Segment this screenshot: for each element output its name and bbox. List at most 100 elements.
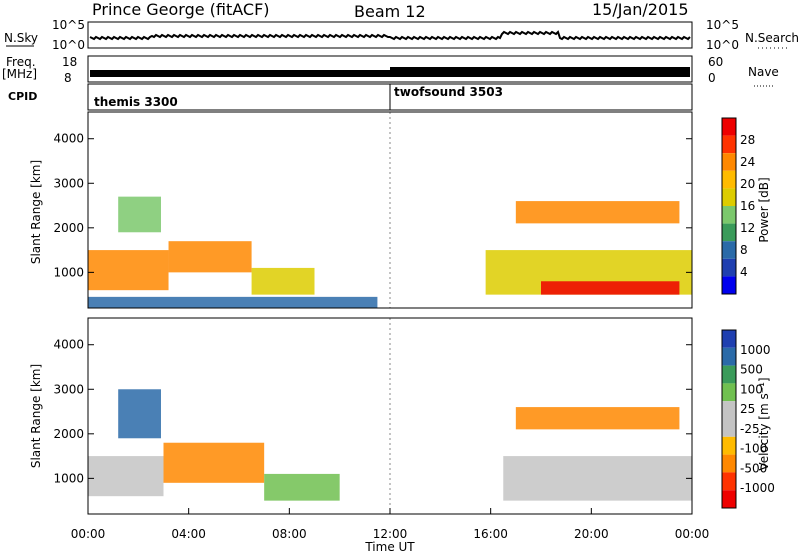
freq-unit-label: [MHz]: [2, 67, 37, 81]
velocity-colorbar-swatch: [722, 419, 736, 437]
velocity-regions: [88, 318, 692, 514]
xtick-label: 20:00: [574, 527, 609, 541]
power-colorbar-label: Power [dB]: [757, 177, 771, 242]
velocity-colorbar-swatch: [722, 365, 736, 384]
velocity-panel: 1000 2000 3000 4000 Slant Range [km]: [29, 317, 693, 515]
velocity-colorbar-swatch: [722, 436, 736, 455]
nsky-label: N.Sky: [4, 31, 38, 45]
power-colorbar-tick-label: 28: [740, 133, 755, 147]
xtick-label: 04:00: [171, 527, 206, 541]
time-axis-ticks: 00:00 04:00 08:00 12:00 16:00 20:00 00:00: [71, 508, 710, 541]
velocity-colorbar-swatch: [722, 401, 736, 419]
xtick-label: 08:00: [272, 527, 307, 541]
freq-frame: [87, 55, 693, 83]
velocity-colorbar-swatch: [722, 383, 736, 402]
xtick-label: 16:00: [473, 527, 508, 541]
cpid-label: CPID: [8, 90, 37, 103]
velocity-y-axis-label: Slant Range [km]: [29, 364, 43, 468]
velocity-colorbar-swatch: [722, 347, 736, 366]
power-colorbar-swatch: [722, 188, 736, 206]
velocity-colorbar-label: Velocity [m s⁻¹]: [757, 377, 771, 470]
power-region-1: [118, 196, 161, 233]
velocity-colorbar-tick-label: -500: [740, 461, 767, 475]
power-ytick-label: 2000: [53, 221, 84, 235]
nsearch-label: N.Search: [745, 31, 799, 45]
velocity-y-ticks: 1000 2000 3000 4000: [53, 338, 692, 485]
power-colorbar-swatch: [722, 241, 736, 259]
velocity-colorbar-tick-label: -1000: [740, 481, 775, 495]
nave-tick-bottom: 0: [708, 71, 716, 85]
nave-tick-top: 60: [708, 55, 723, 69]
power-region-3: [251, 267, 315, 295]
power-colorbar-tick-label: 16: [740, 199, 755, 213]
nsky-tick-top-right: 10^5: [706, 18, 739, 32]
power-colorbar: 28 24 20 16 12 8 4: [721, 117, 755, 295]
velocity-colorbar-swatch: [722, 454, 736, 473]
nave-label: Nave: [748, 65, 779, 79]
velocity-colorbar-swatch: [722, 490, 736, 508]
power-ytick-label: 4000: [53, 132, 84, 146]
xtick-label: 12:00: [373, 527, 408, 541]
freq-band-first: [90, 70, 390, 77]
power-colorbar-swatch: [722, 170, 736, 189]
velocity-region-3: [264, 473, 340, 501]
power-colorbar-tick-label: 4: [740, 265, 748, 279]
freq-tick-bottom: 8: [64, 71, 72, 85]
nsky-tick-top: 10^5: [52, 18, 85, 32]
time-axis-label: Time UT: [364, 540, 415, 554]
velocity-region-1: [118, 389, 161, 439]
velocity-ytick-label: 4000: [53, 338, 84, 352]
power-colorbar-swatch: [722, 153, 736, 171]
xtick-label: 00:00: [71, 527, 106, 541]
power-colorbar-swatch: [722, 276, 736, 294]
power-region-0: [88, 250, 169, 291]
xtick-label: 00:00: [675, 527, 710, 541]
nsky-tick-bottom: 10^0: [52, 38, 85, 52]
velocity-colorbar-tick-label: 500: [740, 363, 763, 377]
power-colorbar-swatch: [722, 206, 736, 224]
nsky-tick-bottom-right: 10^0: [706, 38, 739, 52]
power-region-2: [168, 241, 252, 273]
velocity-region-4: [503, 456, 692, 501]
power-region-6: [515, 201, 680, 224]
power-colorbar-tick-label: 20: [740, 177, 755, 191]
velocity-ytick-label: 3000: [53, 382, 84, 396]
freq-band-second: [390, 67, 690, 77]
velocity-colorbar-swatch: [722, 472, 736, 491]
power-ytick-label: 1000: [53, 265, 84, 279]
power-y-axis-label: Slant Range [km]: [29, 160, 43, 264]
power-colorbar-swatch: [722, 118, 736, 136]
power-regions: [88, 112, 692, 308]
velocity-ytick-label: 1000: [53, 471, 84, 485]
freq-label: Freq.: [6, 55, 36, 69]
power-region-4: [88, 296, 378, 308]
cpid-program-twofsound: twofsound 3503: [394, 85, 503, 99]
velocity-colorbar-swatch: [722, 330, 736, 348]
velocity-colorbar-tick-label: 100: [740, 382, 763, 396]
power-colorbar-swatch: [722, 223, 736, 242]
cpid-strip: CPID themis 3300 twofsound 3503: [8, 83, 693, 111]
power-colorbar-tick-label: 8: [740, 243, 748, 257]
power-colorbar-swatch: [722, 258, 736, 277]
velocity-colorbar-tick-label: 1000: [740, 343, 771, 357]
cpid-program-themis: themis 3300: [94, 95, 178, 109]
power-panel: 1000 2000 3000 4000 Slant Range [km]: [29, 111, 693, 309]
velocity-colorbar: 1000 500 100 25 -25 -100 -500 -1000: [721, 329, 775, 509]
velocity-region-0: [88, 456, 164, 497]
velocity-colorbar-tick-label: -25: [740, 422, 760, 436]
beam-title: Beam 12: [354, 2, 426, 21]
velocity-ytick-label: 2000: [53, 427, 84, 441]
nsky-frame: [87, 21, 693, 49]
velocity-region-2: [163, 442, 265, 483]
velocity-colorbar-tick-label: -100: [740, 442, 767, 456]
freq-tick-top: 18: [62, 55, 77, 69]
power-colorbar-tick-label: 12: [740, 221, 755, 235]
power-frame: [87, 111, 693, 309]
power-colorbar-tick-label: 24: [740, 155, 755, 169]
velocity-region-5: [515, 407, 680, 430]
velocity-colorbar-tick-label: 25: [740, 402, 755, 416]
power-colorbar-swatch: [722, 135, 736, 154]
date-title: 15/Jan/2015: [592, 0, 689, 19]
power-y-ticks: 1000 2000 3000 4000: [53, 132, 692, 279]
